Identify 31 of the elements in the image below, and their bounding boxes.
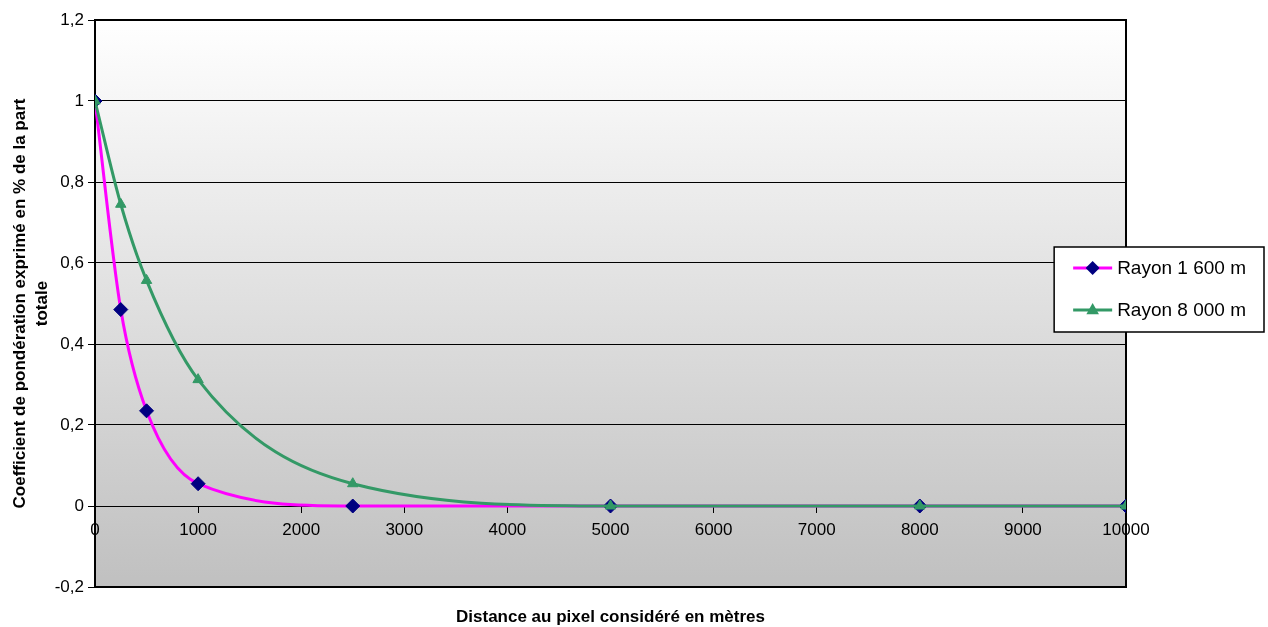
x-tick-label: 7000 — [797, 519, 836, 539]
y-tick-label: 1 — [74, 90, 84, 110]
point — [604, 499, 617, 510]
x-tick-label: 2000 — [282, 519, 321, 539]
x-axis-title: Distance au pixel considéré en mètres — [456, 606, 765, 626]
point — [140, 273, 153, 284]
x-tick-label: 8000 — [900, 519, 939, 539]
y-axis-title: Coefficient de pondération exprimé en % de la part totale — [9, 98, 51, 509]
x-tick-label: 9000 — [1003, 519, 1042, 539]
x-tick-label: 4000 — [488, 519, 527, 539]
point — [190, 476, 206, 492]
y-tick-label: 0 — [74, 495, 84, 515]
point — [113, 302, 129, 318]
x-tick-label: 6000 — [694, 519, 733, 539]
point — [192, 373, 204, 384]
x-tick-label: 5000 — [591, 519, 630, 539]
point — [115, 197, 127, 208]
y-tick-label: 0,2 — [60, 414, 84, 434]
y-tick-label: 0,8 — [60, 171, 84, 191]
y-tick-label: 0,4 — [60, 333, 84, 353]
point — [347, 477, 359, 488]
y-tick-label: -0,2 — [54, 576, 84, 596]
x-tick-label: 3000 — [385, 519, 424, 539]
legend-label: Rayon 1 600 m — [1117, 257, 1247, 279]
y-tick-label: 1,2 — [60, 9, 84, 29]
point — [914, 499, 926, 510]
x-tick-label: 1000 — [179, 519, 218, 539]
point — [139, 403, 155, 419]
legend-label: Rayon 8 000 m — [1117, 299, 1247, 321]
point — [345, 498, 361, 514]
y-tick-label: 0,6 — [60, 252, 84, 272]
